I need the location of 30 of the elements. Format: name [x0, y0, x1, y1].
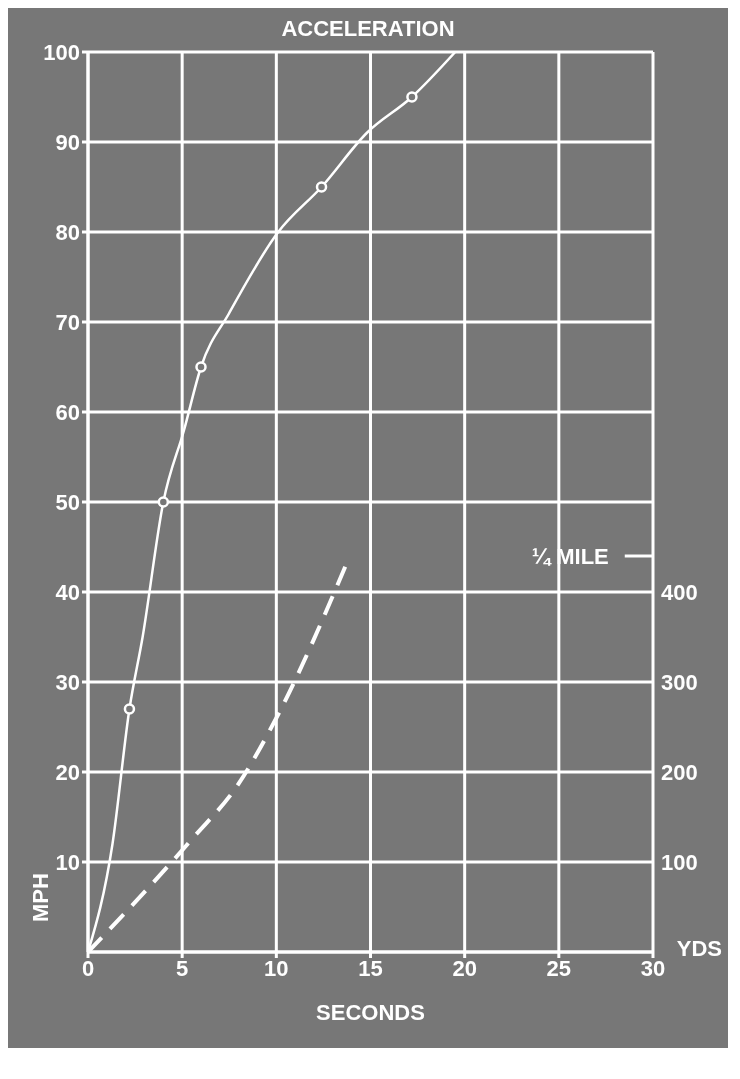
- point: [123, 703, 136, 715]
- chart-title: ACCELERATION: [281, 16, 455, 41]
- y2-tick-label: 400: [661, 579, 698, 605]
- y-tick-label: 20: [55, 759, 80, 785]
- y-tick-label: 60: [55, 399, 80, 425]
- y-tick-label: 50: [55, 489, 80, 515]
- x-tick-label: 15: [358, 955, 383, 981]
- x-tick-label: 5: [176, 955, 189, 981]
- y-tick-label: 100: [43, 39, 80, 65]
- x-tick-label: 10: [264, 955, 289, 981]
- y2-tick-label: 300: [661, 669, 698, 695]
- x-axis-title: SECONDS: [316, 1000, 425, 1025]
- point: [157, 496, 170, 508]
- x-tick-label: 20: [452, 955, 477, 981]
- y-tick-label: 90: [55, 129, 80, 155]
- point: [406, 91, 418, 103]
- y-tick-label: 80: [55, 219, 80, 245]
- y-axis-title: MPH: [28, 873, 53, 922]
- point: [195, 361, 207, 373]
- y-tick-label: 40: [55, 579, 80, 605]
- y-tick-label: 10: [55, 849, 80, 875]
- y-tick-label: 70: [55, 309, 80, 335]
- x-tick-label: 30: [640, 955, 666, 981]
- x-tick-label: 0: [81, 955, 95, 981]
- x-tick-label: 25: [546, 955, 572, 981]
- y2-tick-label: 200: [661, 759, 698, 785]
- point: [315, 181, 328, 193]
- y2-tick-label: 100: [661, 849, 698, 875]
- y-tick-label: 30: [55, 669, 80, 695]
- y2-axis-title: YDS: [676, 936, 722, 961]
